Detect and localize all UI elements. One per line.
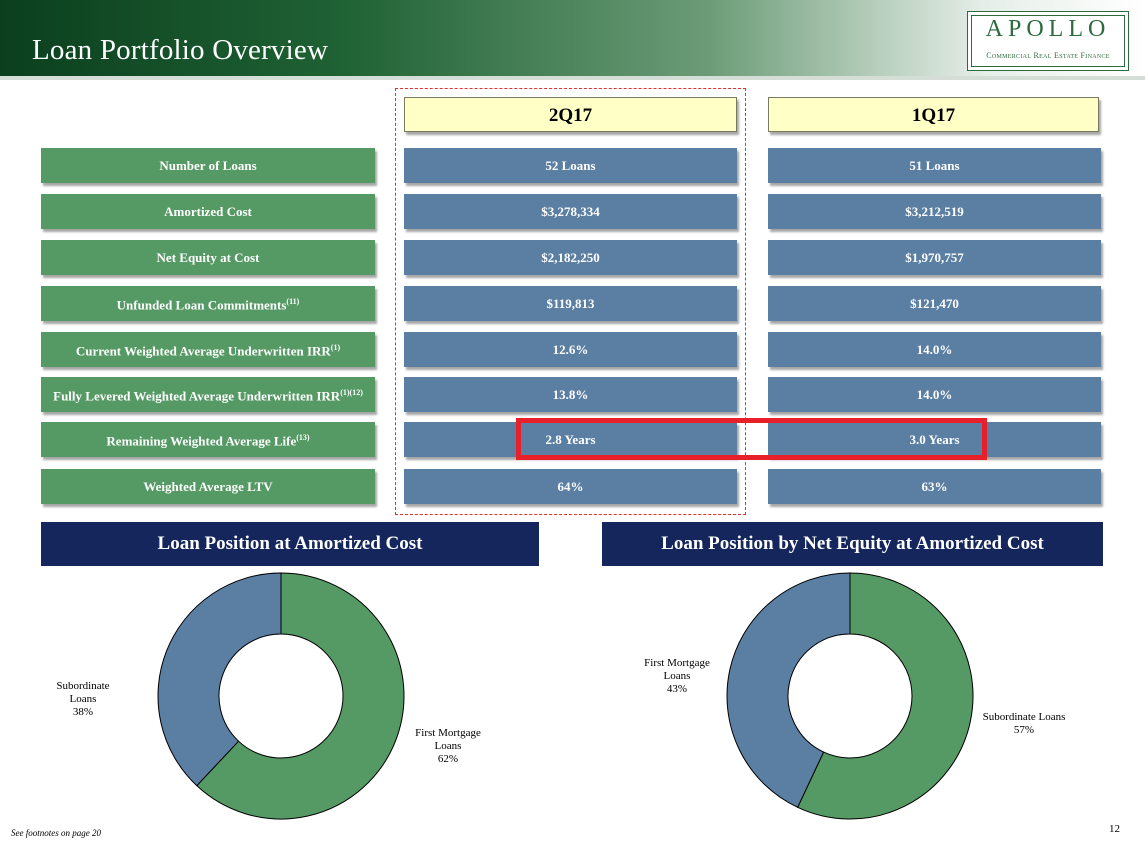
- page-title: Loan Portfolio Overview: [32, 34, 329, 66]
- row-label-main: Current Weighted Average Underwritten IR…: [75, 343, 331, 359]
- slice-label-name: Subordinate Loans: [982, 711, 1066, 723]
- donut-slice-first-mortgage-loans: [196, 572, 405, 820]
- chart-title-amortized-cost: Loan Position at Amortized Cost: [41, 522, 539, 566]
- row-label-weighted-ltv: Weighted Average LTV: [41, 469, 375, 504]
- donut-slice-first-mortgage-loans: [726, 572, 851, 808]
- row-label-main: Remaining Weighted Average Life: [106, 433, 297, 449]
- apollo-logo: APOLLO Commercial Real Estate Finance: [967, 11, 1129, 71]
- donut-chart-net-equity: [726, 572, 974, 820]
- row-label-amortized-cost: Amortized Cost: [41, 194, 375, 229]
- logo-tagline: Commercial Real Estate Finance: [986, 51, 1110, 60]
- row-label-text: Current Weighted Average Underwritten IR…: [76, 340, 340, 358]
- cell-2q17-weighted-ltv: 64%: [404, 469, 737, 504]
- row-label-text: Weighted Average LTV: [143, 479, 273, 494]
- row-label-net-equity: Net Equity at Cost: [41, 240, 375, 275]
- cell-1q17-current-irr: 14.0%: [768, 332, 1101, 367]
- footnote-ref: (13): [296, 433, 310, 443]
- logo-frame: [971, 15, 1125, 67]
- slice-label-name: First Mortgage Loans: [644, 657, 710, 682]
- row-label-levered-irr: Fully Levered Weighted Average Underwrit…: [41, 377, 375, 412]
- row-label-text: Amortized Cost: [164, 204, 252, 219]
- cell-1q17-unfunded-commitments: $121,470: [768, 286, 1101, 321]
- row-label-text: Net Equity at Cost: [156, 250, 260, 265]
- row-label-text: Fully Levered Weighted Average Underwrit…: [53, 385, 363, 403]
- column-header-2q17: 2Q17: [404, 97, 737, 132]
- cell-1q17-number-of-loans: 51 Loans: [768, 148, 1101, 183]
- slice-label-name: First Mortgage Loans: [415, 727, 481, 752]
- donut-chart-amortized-cost: [157, 572, 405, 820]
- cell-1q17-remaining-life: 3.0 Years: [768, 422, 1101, 457]
- cell-1q17-levered-irr: 14.0%: [768, 377, 1101, 412]
- row-label-main: Fully Levered Weighted Average Underwrit…: [53, 388, 341, 404]
- page-number: 12: [1109, 823, 1120, 835]
- cell-1q17-weighted-ltv: 63%: [768, 469, 1101, 504]
- row-label-number-of-loans: Number of Loans: [41, 148, 375, 183]
- cell-2q17-unfunded-commitments: $119,813: [404, 286, 737, 321]
- slice-label-value: 57%: [1013, 724, 1035, 736]
- row-label-text: Remaining Weighted Average Life(13): [106, 430, 309, 448]
- current-quarter-highlight-dashed: [395, 88, 746, 515]
- slice-label-subordinate: Subordinate Loans 57%: [974, 711, 1074, 737]
- cell-1q17-net-equity: $1,970,757: [768, 240, 1101, 275]
- remaining-life-highlight-box: [516, 418, 987, 460]
- cell-1q17-amortized-cost: $3,212,519: [768, 194, 1101, 229]
- column-header-1q17: 1Q17: [768, 97, 1099, 132]
- footnote-ref: (1): [330, 343, 341, 353]
- row-label-text: Number of Loans: [159, 158, 257, 173]
- donut-slice-subordinate-loans: [157, 572, 282, 787]
- cell-2q17-amortized-cost: $3,278,334: [404, 194, 737, 229]
- header-rule: [0, 76, 1145, 80]
- row-label-current-irr: Current Weighted Average Underwritten IR…: [41, 332, 375, 367]
- donut-slice-subordinate-loans: [796, 572, 974, 820]
- footnote-ref: (11): [286, 297, 300, 307]
- slice-label-name: Subordinate Loans: [56, 680, 110, 705]
- slice-label-first-mortgage: First Mortgage Loans 62%: [408, 727, 488, 766]
- row-label-unfunded-commitments: Unfunded Loan Commitments(11): [41, 286, 375, 321]
- cell-2q17-current-irr: 12.6%: [404, 332, 737, 367]
- slice-label-subordinate: Subordinate Loans 38%: [43, 680, 123, 719]
- slice-label-value: 43%: [666, 683, 688, 695]
- slice-label-first-mortgage: First Mortgage Loans 43%: [637, 657, 717, 696]
- footnote-ref: (1)(12): [340, 388, 363, 398]
- footnote-reference: See footnotes on page 20: [11, 828, 101, 838]
- cell-2q17-net-equity: $2,182,250: [404, 240, 737, 275]
- cell-2q17-levered-irr: 13.8%: [404, 377, 737, 412]
- header-banner: [0, 0, 1145, 76]
- row-label-text: Unfunded Loan Commitments(11): [117, 294, 300, 312]
- logo-wordmark: APOLLO: [985, 16, 1111, 42]
- row-label-remaining-life: Remaining Weighted Average Life(13): [41, 422, 375, 457]
- slice-label-value: 62%: [437, 753, 459, 765]
- chart-title-net-equity: Loan Position by Net Equity at Amortized…: [602, 522, 1103, 566]
- row-label-main: Unfunded Loan Commitments: [116, 297, 287, 313]
- slice-label-value: 38%: [72, 706, 94, 718]
- cell-2q17-remaining-life: 2.8 Years: [404, 422, 737, 457]
- cell-2q17-number-of-loans: 52 Loans: [404, 148, 737, 183]
